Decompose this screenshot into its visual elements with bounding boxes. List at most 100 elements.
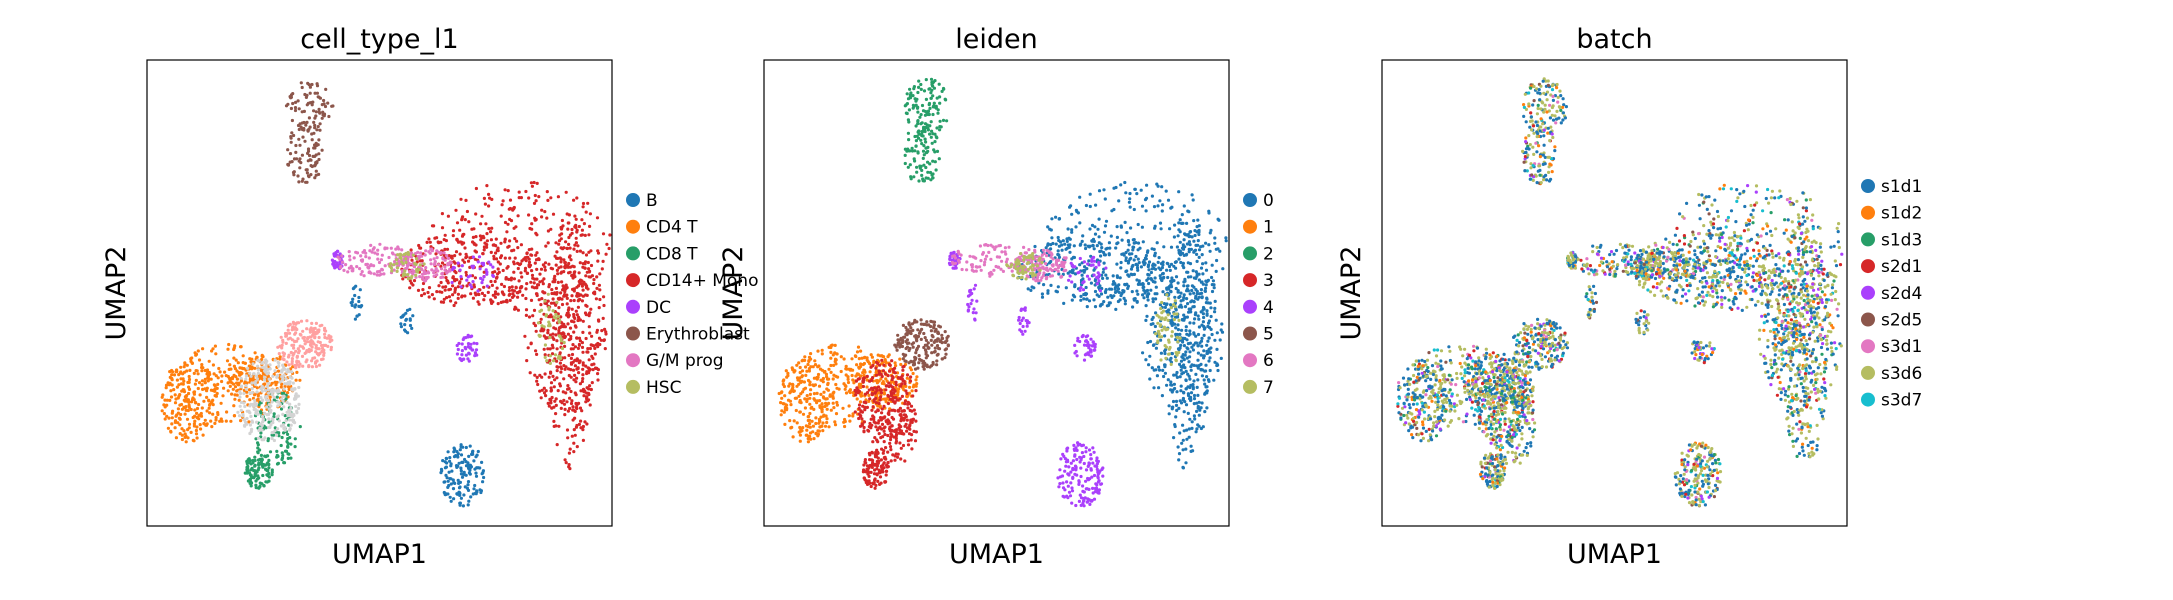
scatter-point	[1197, 400, 1201, 404]
scatter-point	[542, 325, 546, 329]
scatter-point	[570, 307, 574, 311]
scatter-point	[926, 128, 931, 132]
scatter-point	[471, 492, 475, 496]
scatter-point	[466, 461, 470, 465]
scatter-point	[915, 375, 919, 379]
scatter-point	[290, 357, 294, 361]
scatter-point	[466, 345, 470, 349]
scatter-point	[893, 458, 897, 462]
scatter-point	[808, 431, 813, 435]
scatter-point	[273, 358, 277, 362]
scatter-point	[1153, 267, 1158, 271]
scatter-point	[919, 113, 923, 117]
scatter-point	[560, 346, 565, 351]
scatter-point	[287, 387, 291, 391]
scatter-point	[930, 82, 934, 87]
scatter-point	[308, 85, 312, 89]
scatter-point	[548, 361, 553, 365]
scatter-point	[585, 304, 589, 308]
scatter-point	[529, 298, 534, 302]
scatter-point	[549, 266, 553, 270]
scatter-point	[546, 241, 550, 245]
scatter-point	[801, 412, 806, 416]
scatter-point	[260, 415, 265, 419]
scatter-point	[516, 295, 520, 299]
scatter-point	[934, 106, 939, 110]
scatter-point	[534, 253, 538, 257]
scatter-point	[251, 378, 255, 382]
scatter-point	[576, 318, 580, 323]
scatter-point	[1146, 277, 1150, 281]
scatter-point	[256, 358, 260, 362]
scatter-point	[183, 432, 187, 436]
scatter-point	[1199, 310, 1203, 314]
scatter-point	[232, 414, 236, 418]
scatter-point	[1184, 350, 1188, 354]
scatter-point	[305, 340, 309, 344]
scatter-point	[574, 236, 578, 240]
scatter-point	[472, 285, 476, 289]
scatter-point	[589, 343, 593, 347]
scatter-point	[1121, 289, 1125, 293]
scatter-point	[283, 414, 287, 418]
scatter-point	[818, 425, 822, 429]
scatter-point	[1190, 193, 1194, 197]
scatter-point	[583, 420, 587, 424]
scatter-point	[1184, 447, 1188, 451]
scatter-point	[452, 481, 456, 485]
scatter-point	[916, 151, 920, 155]
scatter-point	[560, 367, 564, 371]
scatter-point	[593, 346, 597, 350]
scatter-point	[533, 373, 537, 377]
scatter-point	[170, 422, 174, 426]
scatter-point	[527, 257, 531, 261]
scatter-point	[375, 252, 380, 256]
scatter-point	[254, 379, 258, 383]
scatter-point	[547, 306, 551, 310]
scatter-point	[899, 446, 903, 450]
scatter-point	[227, 342, 231, 347]
scatter-point	[1182, 238, 1186, 242]
scatter-point	[286, 328, 290, 332]
scatter-point	[784, 369, 788, 373]
scatter-point	[284, 397, 288, 401]
scatter-point	[462, 493, 466, 497]
scatter-point	[549, 401, 553, 405]
scatter-point	[1199, 245, 1203, 249]
scatter-point	[919, 82, 923, 87]
scatter-point	[1174, 275, 1179, 279]
scatter-point	[547, 323, 552, 327]
scatter-point	[552, 419, 556, 423]
scatter-point	[168, 370, 172, 374]
scatter-point	[469, 342, 473, 346]
scatter-point	[424, 249, 428, 253]
scatter-point	[820, 378, 824, 382]
scatter-point	[1188, 321, 1192, 325]
scatter-point	[543, 268, 547, 272]
scatter-point	[513, 256, 517, 260]
scatter-point	[1189, 391, 1194, 395]
scatter-point	[408, 286, 412, 290]
scatter-point	[1083, 243, 1087, 247]
scatter-point	[461, 445, 465, 449]
scatter-point	[1147, 363, 1151, 367]
scatter-point	[581, 350, 585, 354]
scatter-point	[300, 85, 304, 90]
scatter-point	[587, 270, 592, 274]
scatter-point	[443, 265, 447, 269]
scatter-point	[257, 466, 261, 470]
scatter-point	[303, 139, 307, 143]
scatter-point	[1136, 241, 1141, 245]
scatter-point	[434, 252, 438, 256]
scatter-point	[559, 265, 563, 269]
scatter-point	[482, 285, 486, 289]
scatter-point	[406, 263, 411, 267]
scatter-point	[441, 271, 445, 275]
scatter-point	[791, 385, 795, 389]
scatter-point	[259, 431, 263, 435]
scatter-point	[1148, 377, 1152, 381]
scatter-point	[1163, 371, 1167, 375]
scatter-point	[292, 397, 297, 401]
scatter-point	[1079, 294, 1083, 298]
scatter-point	[1185, 297, 1189, 301]
